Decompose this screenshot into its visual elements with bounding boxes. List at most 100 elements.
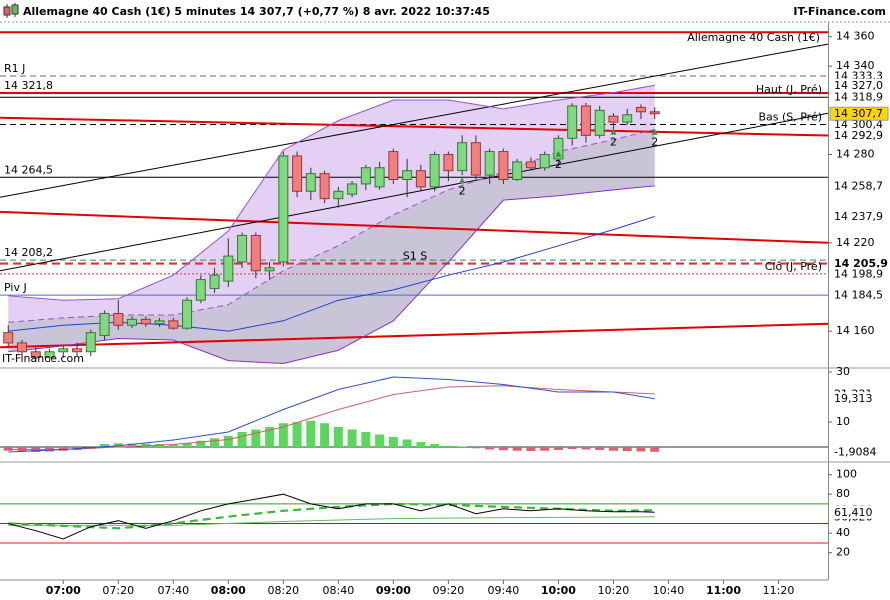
histogram-bar <box>223 435 233 447</box>
axis-label: 14 292,9 <box>834 129 883 142</box>
candle-body <box>649 111 660 115</box>
y-tick-label: 100 <box>836 468 857 481</box>
level-tag: 14 208,2 <box>4 246 53 259</box>
candle-body <box>30 351 41 359</box>
candle-body <box>237 234 248 263</box>
histogram-bar <box>430 444 440 447</box>
x-tick-label: 08:00 <box>211 584 246 597</box>
histogram-bar <box>251 429 261 447</box>
histogram-bar <box>636 447 646 452</box>
chart-title: Allemagne 40 Cash (1€) 5 minutes 14 307,… <box>23 5 490 18</box>
axis-label: -1,9084 <box>834 445 876 458</box>
axis-label: 14 300,4 <box>834 118 883 131</box>
histogram-bar <box>650 447 660 452</box>
candle-body <box>85 332 96 353</box>
candle-body <box>443 153 454 172</box>
candle-body <box>553 137 564 160</box>
histogram-bar <box>553 447 563 450</box>
signal-arrow <box>459 177 466 184</box>
candle-body <box>58 348 69 353</box>
axis-label-box <box>830 179 888 193</box>
axis-label-box <box>829 106 889 121</box>
x-tick-label: 09:40 <box>488 584 520 597</box>
axis-label: 14 205,9 <box>834 257 888 270</box>
axis-label: 14 327,0 <box>834 79 883 92</box>
histogram-bar <box>608 447 618 451</box>
trend-line <box>0 322 829 349</box>
histogram-bar <box>113 443 123 447</box>
icon-candle <box>3 6 11 16</box>
x-tick-label: 07:20 <box>102 584 134 597</box>
histogram-bar <box>471 447 481 449</box>
candle-body <box>457 142 468 172</box>
histogram-bar <box>100 444 110 447</box>
candle-body <box>498 151 509 181</box>
level-tag: R1 J <box>4 62 25 75</box>
y-tick-label: 20 <box>836 546 850 559</box>
axis-label-box <box>830 209 888 223</box>
indicator-line <box>8 516 655 526</box>
histogram-bar <box>278 423 288 447</box>
band-line <box>8 84 655 301</box>
histogram-bar <box>361 432 371 447</box>
y-tick-label: 14 160 <box>836 324 875 337</box>
level-tag: 14 321,8 <box>4 79 53 92</box>
axis-label: 19,313 <box>834 392 873 405</box>
candle-body <box>594 109 605 136</box>
candle-body <box>580 105 591 136</box>
icon-candle <box>11 4 19 15</box>
candle-body <box>182 299 193 329</box>
candle-body <box>512 161 523 181</box>
candle-body <box>250 234 261 272</box>
candle-body <box>415 170 426 188</box>
y-tick-label: 40 <box>836 526 850 539</box>
candle-body <box>635 106 646 113</box>
indicator-line <box>8 376 655 453</box>
candle-body <box>429 153 440 188</box>
level-tag: Haut (J, Pré) <box>756 83 822 96</box>
candle-body <box>168 320 179 329</box>
histogram-bar <box>306 420 316 447</box>
candle-body <box>264 267 275 272</box>
annotation: 2 <box>459 184 466 197</box>
trend-line <box>0 112 829 272</box>
x-tick-label: 10:40 <box>653 584 685 597</box>
candle-body <box>347 183 358 195</box>
x-tick-label: 09:00 <box>376 584 411 597</box>
candle-body <box>223 255 234 282</box>
axis-label: 14 318,9 <box>834 91 883 104</box>
histogram-bar <box>58 447 68 451</box>
candle-body <box>3 332 14 344</box>
trend-line <box>0 43 829 198</box>
band-inner-fill <box>8 129 655 364</box>
level-tag: Bas (S, Pré) <box>758 110 822 123</box>
x-tick-label: 10:20 <box>598 584 630 597</box>
axis-label-box <box>830 505 888 519</box>
annotation: 2 <box>651 136 658 149</box>
candle-body <box>154 320 165 325</box>
histogram-bar <box>581 447 591 450</box>
axis-label-box <box>830 117 888 131</box>
candle-body <box>195 279 206 301</box>
y-tick-label: 14 280 <box>836 147 875 160</box>
histogram-bar <box>196 440 206 447</box>
candle-body <box>209 274 220 289</box>
axis-label-box <box>830 445 888 459</box>
axis-label: 14 237,9 <box>834 210 883 223</box>
level-tag: S1 S <box>403 250 427 263</box>
histogram-bar <box>512 447 522 451</box>
x-tick-label: 11:00 <box>706 584 741 597</box>
histogram-bar <box>3 447 13 451</box>
x-tick-label: 10:00 <box>541 584 576 597</box>
candle-body <box>539 153 550 169</box>
candle-body <box>305 173 316 192</box>
axis-label-box <box>830 288 888 302</box>
y-tick-label: 14 340 <box>836 59 875 72</box>
candle-body <box>470 142 481 176</box>
histogram-bar <box>567 447 577 449</box>
histogram-bar <box>416 442 426 447</box>
axis-label-box <box>830 392 888 406</box>
x-tick-label: 07:00 <box>46 584 81 597</box>
histogram-bar <box>388 437 398 447</box>
candle-body <box>525 161 536 169</box>
